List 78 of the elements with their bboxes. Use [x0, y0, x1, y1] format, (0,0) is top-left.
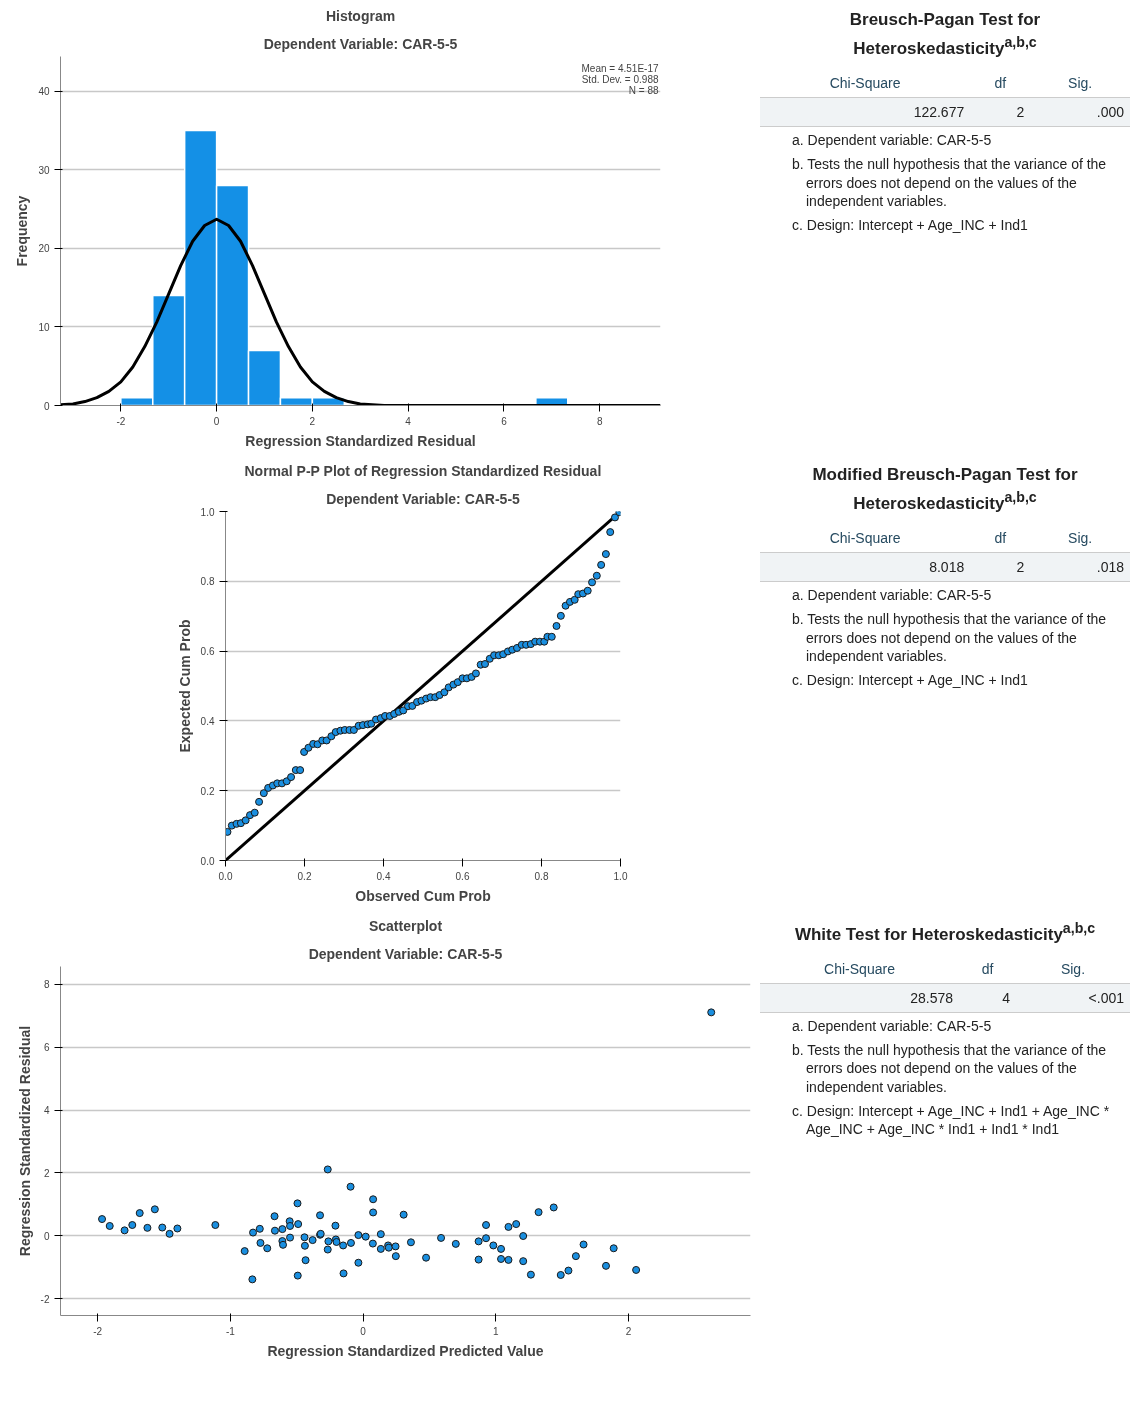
y-axis-title: Regression Standardized Residual: [16, 1025, 33, 1257]
x-tick-label: 0.6: [455, 870, 470, 882]
text: b. Tests the null hypothesis that the variance of the errors does not depend on the values of the independent variables.: [791, 155, 1108, 211]
chart-title: Scatterplot: [368, 917, 443, 934]
y-tick-label: 1.0: [200, 506, 215, 518]
chart-subtitle: Dependent Variable: CAR-5-5: [308, 945, 503, 962]
x-tick-label: 2: [309, 415, 316, 427]
y-tick-label: 2: [43, 1167, 50, 1179]
y-tick-label: 10: [38, 321, 50, 333]
text: c. Design: Intercept + Age_INC + Ind1 + Age_INC * Age_INC + Age_INC * Ind1 + Ind1 * Ind1: [791, 1101, 1111, 1139]
text: .000: [1030, 97, 1130, 127]
y-tick-label: -2: [40, 1293, 50, 1305]
text: Sig.: [1030, 524, 1130, 553]
text: c. Design: Intercept + Age_INC + Ind1: [791, 215, 1029, 235]
text: 28.578: [760, 983, 960, 1013]
y-tick-label: 0: [43, 1230, 50, 1242]
x-axis-title: Regression Standardized Predicted Value: [267, 1342, 544, 1359]
y-tick-label: 8: [43, 979, 50, 991]
y-tick-label: 20: [38, 243, 50, 255]
x-tick-label: -1: [225, 1325, 236, 1337]
chart-title: Histogram: [325, 7, 396, 24]
y-tick-label: 0.0: [200, 855, 215, 867]
x-tick-label: -2: [93, 1325, 103, 1337]
x-tick-label: 0: [360, 1325, 367, 1337]
text: b. Tests the null hypothesis that the variance of the errors does not depend on the values of the independent variables.: [791, 1041, 1108, 1097]
annotation: Mean = 4.51E-17: [581, 62, 659, 74]
text: 8.018: [760, 552, 971, 582]
y-tick-label: 0.6: [200, 646, 215, 658]
text: Sig.: [1030, 69, 1130, 98]
y-tick-label: 0.4: [200, 715, 215, 727]
text: 2: [970, 552, 1031, 582]
x-tick-label: 6: [501, 415, 508, 427]
x-tick-label: 1.0: [613, 870, 628, 882]
y-tick-label: 6: [43, 1042, 50, 1054]
x-tick-label: 0.2: [297, 870, 312, 882]
chart-subtitle: Dependent Variable: CAR-5-5: [326, 490, 521, 507]
x-tick-label: 0.4: [376, 870, 391, 882]
x-axis-title: Observed Cum Prob: [355, 887, 491, 904]
text: Chi-Square: [760, 69, 971, 98]
x-tick-label: -2: [116, 415, 126, 427]
annotation: N = 88: [628, 84, 659, 96]
text: a. Dependent variable: CAR-5-5: [791, 586, 993, 606]
y-axis-title: Frequency: [14, 195, 31, 267]
chart-subtitle: Dependent Variable: CAR-5-5: [263, 35, 458, 52]
chart-title: Normal P-P Plot of Regression Standardized Residual: [244, 462, 602, 479]
x-tick-label: 4: [405, 415, 412, 427]
y-tick-label: 30: [38, 164, 50, 176]
text: .018: [1030, 552, 1130, 582]
text: a. Dependent variable: CAR-5-5: [791, 131, 993, 151]
x-tick-label: 1: [492, 1325, 499, 1337]
y-tick-label: 0: [43, 400, 50, 412]
x-axis-title: Regression Standardized Residual: [245, 432, 476, 449]
text: a. Dependent variable: CAR-5-5: [791, 1016, 993, 1036]
text: df: [970, 69, 1031, 98]
y-tick-label: 4: [43, 1105, 50, 1117]
text: <.001: [1015, 983, 1130, 1013]
text: White Test for Heteroskedasticity$^{a,b,c}$: [793, 919, 1097, 946]
x-tick-label: 0.0: [218, 870, 233, 882]
text: Breusch-Pagan Test for Heteroskedasticity$^{a,b,c}$: [848, 9, 1042, 60]
x-tick-label: 8: [596, 415, 603, 427]
text: 122.677: [760, 97, 971, 127]
text: 4: [959, 983, 1016, 1013]
x-tick-label: 0.8: [534, 870, 549, 882]
text: df: [970, 524, 1031, 553]
text: b. Tests the null hypothesis that the variance of the errors does not depend on the values of the independent variables.: [791, 610, 1108, 666]
y-axis-title: Expected Cum Prob: [176, 619, 193, 753]
x-tick-label: 2: [625, 1325, 632, 1337]
y-tick-label: 0.2: [200, 785, 215, 797]
y-tick-label: 0.8: [200, 576, 215, 588]
text: 2: [970, 97, 1031, 127]
text: Modified Breusch-Pagan Test for Heteroskedasticity$^{a,b,c}$: [811, 464, 1079, 515]
text: Sig.: [1015, 954, 1130, 984]
text: c. Design: Intercept + Age_INC + Ind1: [791, 670, 1029, 690]
annotation: Std. Dev. = 0.988: [581, 73, 659, 85]
text: Chi-Square: [760, 524, 971, 553]
text: df: [959, 954, 1016, 984]
text: Chi-Square: [760, 954, 960, 984]
y-tick-label: 40: [38, 86, 50, 98]
